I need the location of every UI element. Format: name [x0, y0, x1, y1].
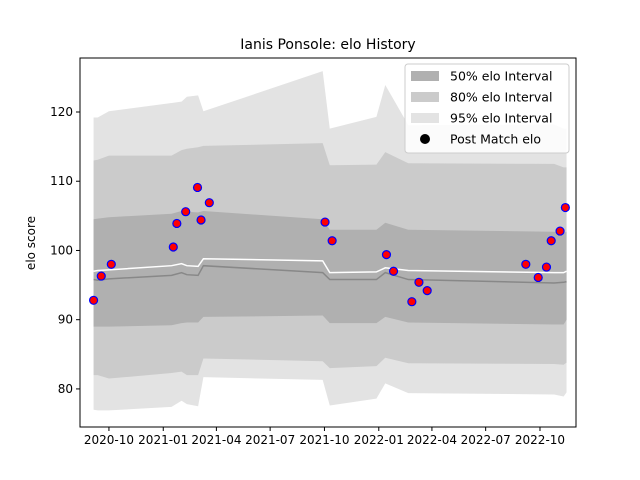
legend: 50% elo Interval 80% elo Interval 95% elo …: [404, 63, 570, 154]
y-tick-label: 90: [58, 313, 73, 327]
post-match-elo-point: [546, 236, 556, 246]
post-match-elo-point: [407, 297, 417, 307]
legend-label: 95% elo Interval: [450, 111, 552, 126]
y-tick-label: 100: [50, 243, 73, 257]
legend-swatch: [411, 113, 439, 123]
x-tick-label: 2022-01: [354, 433, 404, 447]
plot-area: [79, 57, 577, 428]
y-tick-label: 120: [50, 105, 73, 119]
x-tick-label: 2021-07: [245, 433, 295, 447]
y-axis: 80 90 100 110 120: [50, 105, 80, 396]
legend-swatch: [411, 92, 439, 102]
post-match-elo-point: [555, 226, 565, 236]
x-tick-label: 2020-10: [84, 433, 134, 447]
post-match-elo-point: [320, 217, 330, 227]
x-tick-label: 2021-01: [138, 433, 188, 447]
post-match-elo-point: [414, 277, 424, 287]
mean-elo-line: [93, 264, 567, 284]
x-tick-label: 2022-04: [407, 433, 457, 447]
x-axis: 2020-10 2021-01 2021-04 2021-07 2021-10 2022-…: [84, 427, 565, 447]
post-match-elo-point: [106, 259, 116, 269]
x-tick-label: 2021-10: [299, 433, 349, 447]
post-match-elo-point: [521, 259, 531, 269]
legend-swatch: [411, 71, 439, 81]
legend-label: 80% elo Interval: [450, 90, 552, 105]
y-tick-label: 110: [50, 174, 73, 188]
post-match-elo-point: [192, 182, 203, 193]
post-match-elo-point: [541, 262, 552, 272]
post-match-elo-point: [560, 202, 570, 213]
legend-marker: [420, 134, 430, 144]
post-match-elo-point: [96, 271, 106, 281]
post-match-elo-point: [327, 236, 337, 246]
x-tick-label: 2022-07: [461, 433, 511, 447]
post-match-elo-point: [196, 215, 206, 225]
band-50-interval: [93, 211, 567, 327]
post-match-elo-point: [388, 266, 399, 276]
x-tick-label: 2022-10: [515, 433, 565, 447]
legend-box: [404, 63, 570, 154]
post-match-elo-point: [181, 207, 191, 217]
x-tick-label: 2021-04: [191, 433, 241, 447]
median-elo-line: [93, 258, 567, 274]
plot-frame: [79, 57, 577, 428]
post-match-elo-point: [88, 295, 99, 305]
y-axis-label: elo score: [24, 216, 38, 270]
post-match-elo-point: [381, 250, 392, 260]
post-match-elo-point: [204, 198, 214, 208]
chart-title: Ianis Ponsole: elo History: [240, 37, 415, 53]
y-tick-label: 80: [58, 382, 73, 396]
legend-label: 50% elo Interval: [450, 69, 552, 84]
post-match-elo-point: [533, 272, 543, 283]
post-match-elo-point: [422, 286, 432, 296]
legend-label: Post Match elo: [450, 132, 541, 147]
post-match-elo-point: [168, 242, 178, 252]
post-match-elo-point: [172, 218, 182, 229]
